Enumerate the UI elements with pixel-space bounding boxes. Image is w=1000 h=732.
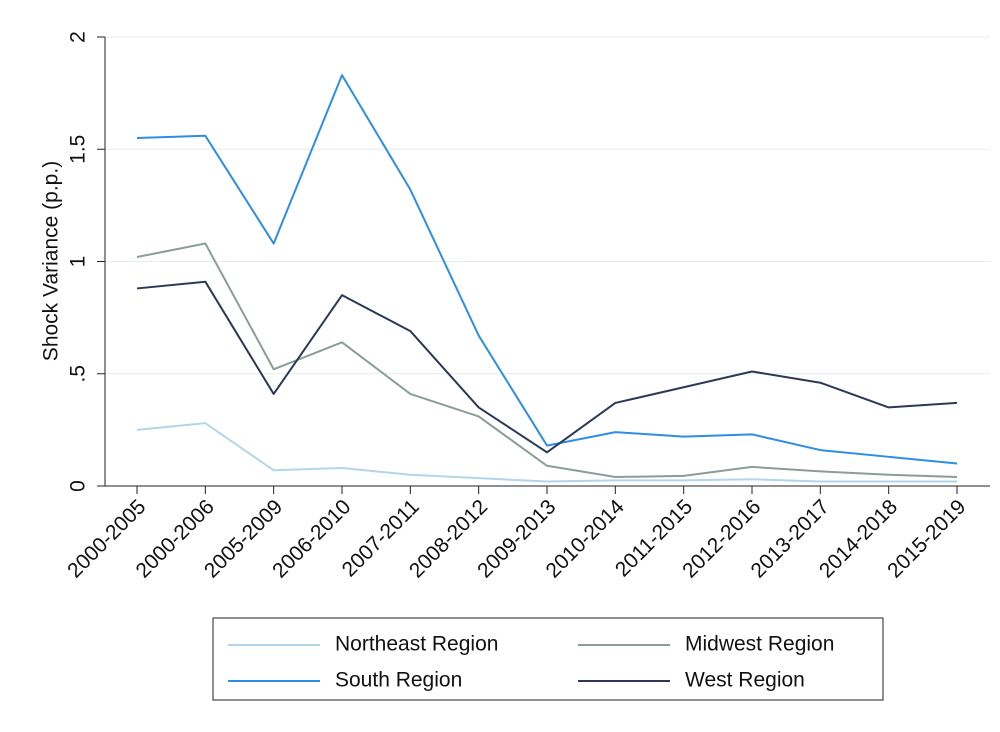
y-tick-label: 0 <box>67 480 90 492</box>
y-tick-label: 1.5 <box>67 135 90 164</box>
legend-label: West Region <box>685 669 805 692</box>
legend-label: Midwest Region <box>685 633 834 656</box>
series-line <box>136 280 958 454</box>
legend-box <box>212 617 884 701</box>
legend-label: Northeast Region <box>335 633 498 656</box>
series-line <box>136 74 958 465</box>
series-line <box>136 422 957 483</box>
y-axis-label: Shock Variance (p.p.) <box>40 161 63 361</box>
y-tick-label: 1 <box>67 256 90 268</box>
y-tick-label: 2 <box>67 31 90 43</box>
series-line <box>136 242 958 479</box>
y-tick-label: .5 <box>67 365 90 383</box>
legend-label: South Region <box>335 669 462 692</box>
